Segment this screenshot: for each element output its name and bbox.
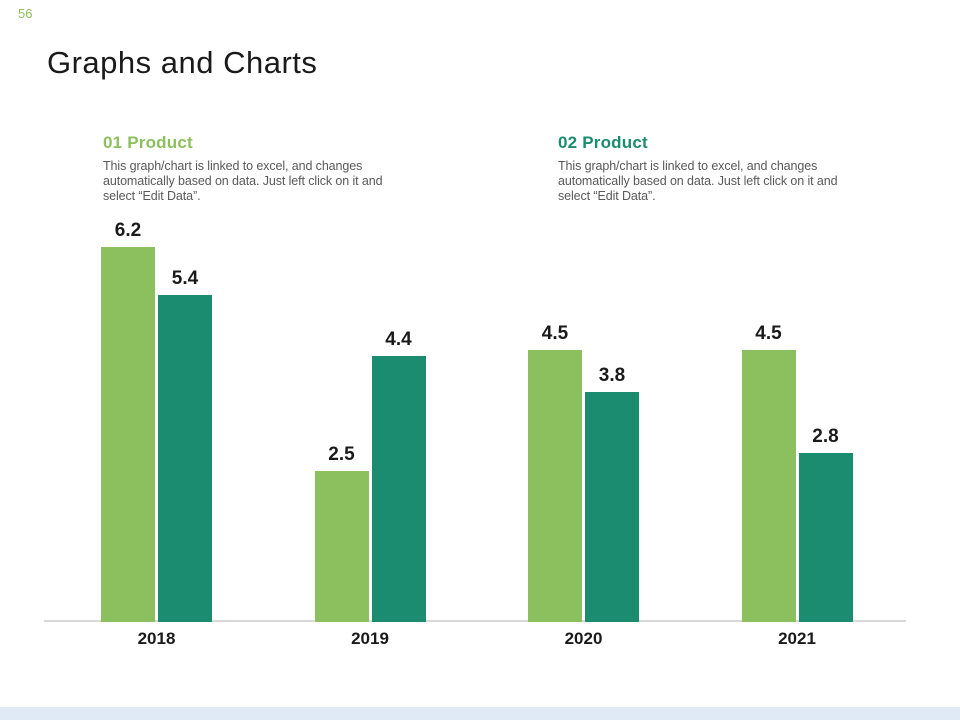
value-label-2020-1: 4.5 [541, 323, 569, 344]
page-title: Graphs and Charts [47, 44, 318, 80]
value-label-2020-2: 3.8 [598, 365, 626, 386]
value-label-2019-1: 2.5 [328, 444, 355, 465]
bar-01-product-2021 [741, 350, 796, 622]
footer-strip [0, 707, 960, 720]
bar-01-product-2018 [101, 247, 155, 622]
x-axis-line [44, 620, 906, 622]
legend-1-description: This graph/chart is linked to excel, and… [103, 159, 383, 203]
bar-01-product-2020 [528, 350, 582, 622]
category-label-2021: 2021 [778, 629, 816, 648]
legend-product-2: 02 Product This graph/chart is linked to… [558, 133, 898, 204]
value-label-2021-1: 4.5 [755, 323, 782, 344]
value-label-2021-2: 2.8 [812, 426, 839, 447]
legend-1-heading: 01 Product [103, 133, 193, 152]
bar-02-product-2020 [585, 392, 639, 622]
value-label-2018-2: 5.4 [171, 268, 199, 289]
bar-02-product-2018 [158, 295, 212, 622]
bar-02-product-2021 [798, 453, 853, 622]
legend-2-description: This graph/chart is linked to excel, and… [558, 159, 838, 203]
bar-01-product-2019 [314, 471, 369, 622]
page-number: 56 [18, 6, 33, 21]
legend-2-heading: 02 Product [558, 133, 648, 152]
category-label-2020: 2020 [564, 629, 603, 648]
category-label-2019: 2019 [351, 629, 389, 648]
value-label-2019-2: 4.4 [385, 329, 412, 350]
category-label-2018: 2018 [137, 629, 176, 648]
bar-02-product-2019 [371, 356, 426, 622]
legend-product-1: 01 Product This graph/chart is linked to… [103, 133, 443, 204]
value-label-2018-1: 6.2 [114, 220, 142, 241]
